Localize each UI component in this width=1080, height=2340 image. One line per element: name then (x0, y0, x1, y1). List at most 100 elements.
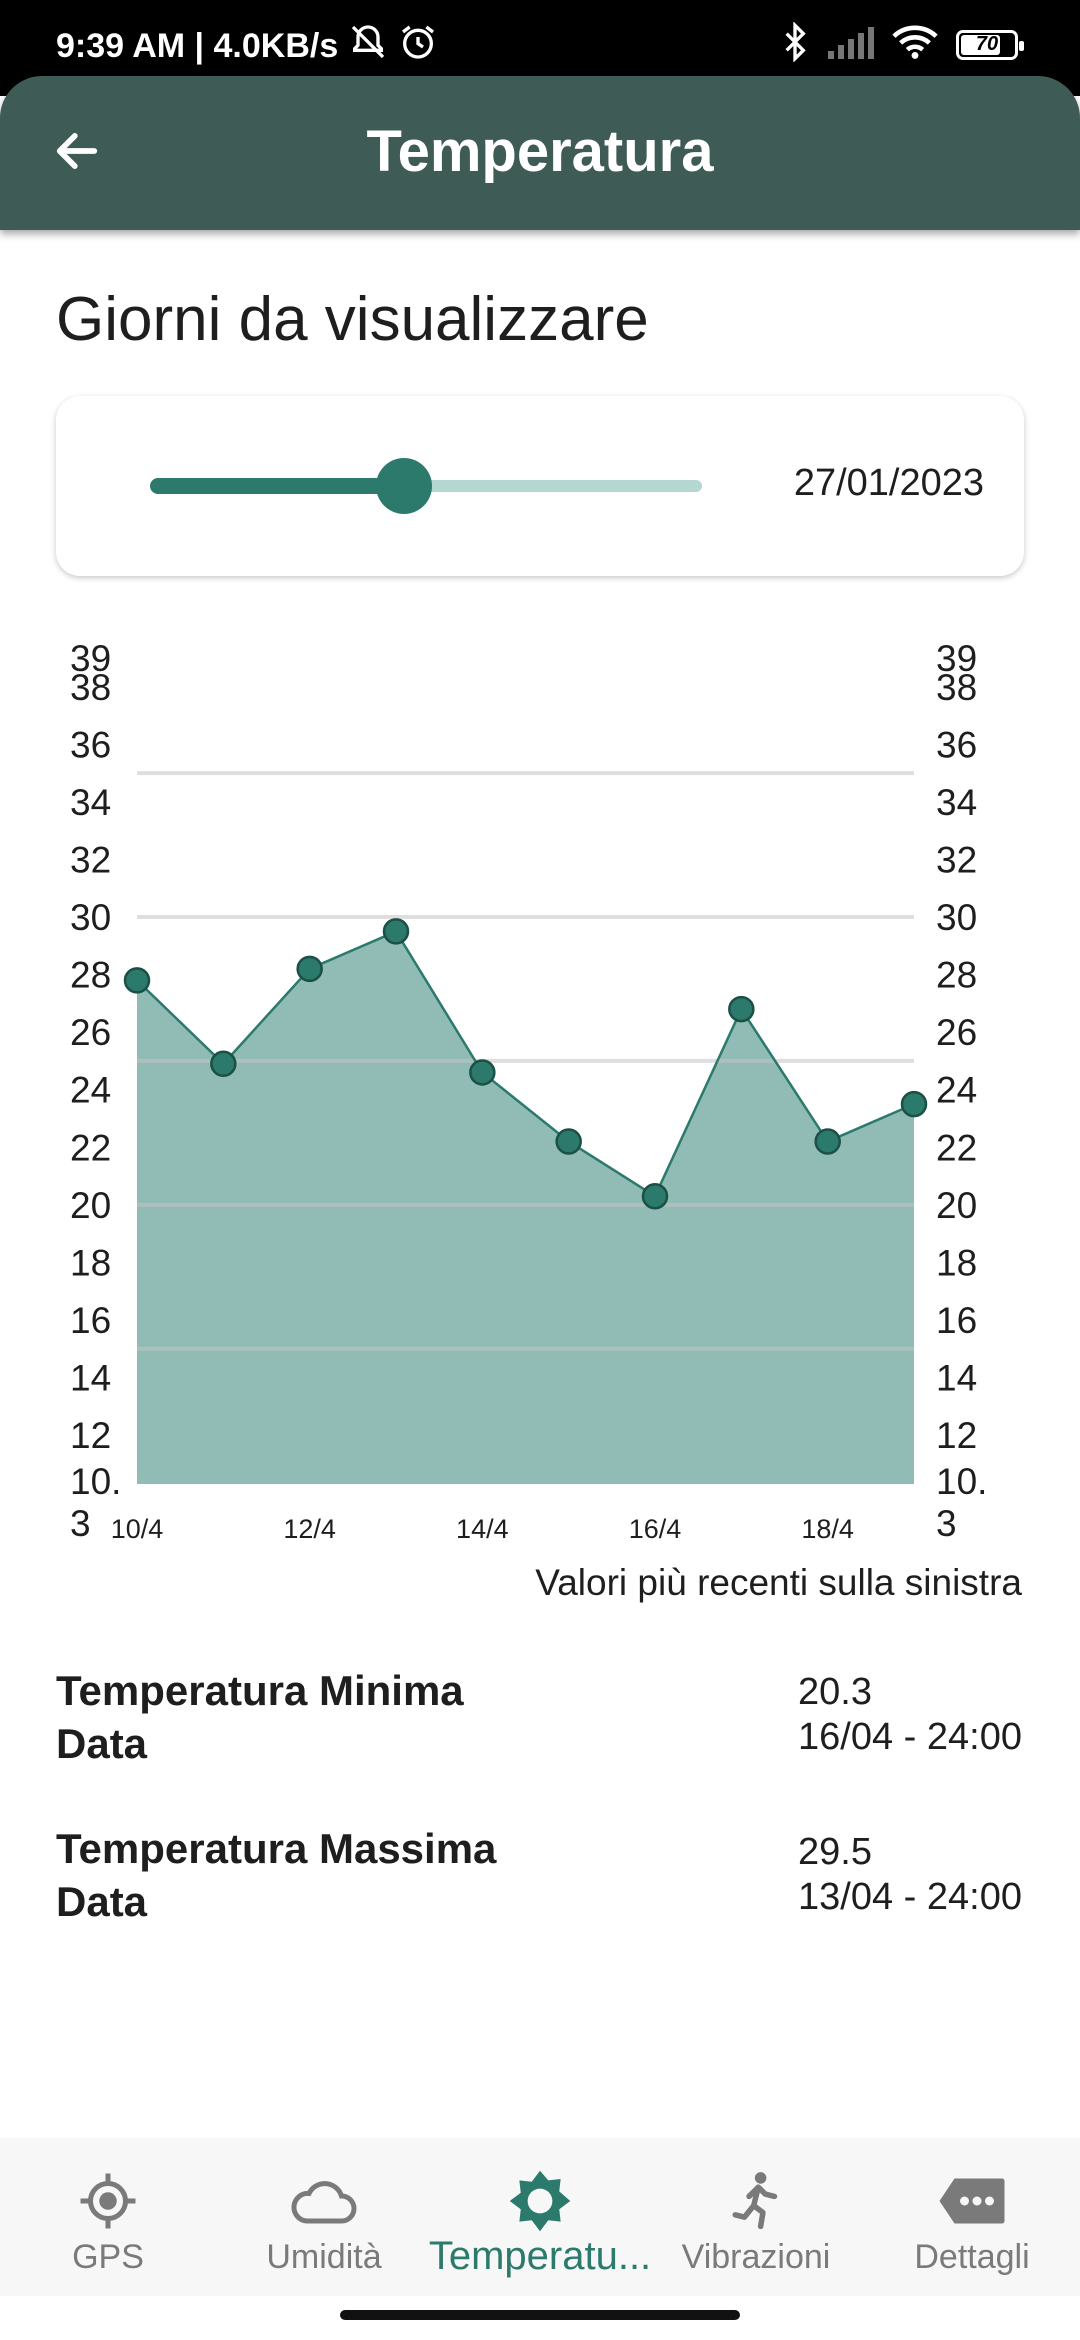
chart-data-point (210, 1050, 237, 1078)
bluetooth-icon (780, 21, 810, 67)
nav-label-gps: GPS (72, 2238, 144, 2276)
chart-y-tick-label-right: 32 (936, 839, 977, 880)
nav-label-vibrazioni: Vibrazioni (681, 2238, 831, 2276)
chart-y-tick-label-left: 24 (70, 1070, 111, 1111)
max-temp-label-block: Temperatura Massima Data (56, 1822, 496, 1928)
chart-y-tick-label-left: 39 (70, 638, 111, 679)
chart-data-point (382, 918, 410, 945)
running-person-icon (728, 2168, 784, 2234)
max-temp-value-block: 29.5 13/04 - 24:00 (798, 1830, 1022, 1920)
chart-data-point (728, 995, 755, 1023)
min-temp-date: 16/04 - 24:00 (798, 1716, 1022, 1758)
chart-y-tick-label-right: 20 (936, 1185, 977, 1226)
signal-icon (828, 25, 874, 64)
max-temp-label: Temperatura Massima (56, 1825, 497, 1872)
chart-x-tick-label: 16/4 (629, 1514, 682, 1540)
more-tag-icon (937, 2168, 1007, 2234)
home-indicator[interactable] (340, 2310, 740, 2320)
slider-date: 27/01/2023 (793, 462, 984, 504)
nav-label-umidita: Umidità (266, 2238, 382, 2276)
slider-track-active[interactable] (150, 478, 406, 494)
chart-series-line (136, 929, 915, 1199)
back-button[interactable] (40, 116, 114, 190)
gps-target-icon (78, 2168, 138, 2234)
chart-y-tick-label-right: 24 (936, 1070, 977, 1111)
chart-y-tick-label-right: 39 (936, 638, 977, 679)
section-title: Giorni da visualizzare (56, 285, 649, 354)
status-left: 9:39 AM | 4.0KB/s (56, 22, 438, 71)
cloud-icon (289, 2168, 359, 2234)
chart-y-tick-label-left: 26 (70, 1012, 111, 1053)
chart-note: Valori più recenti sulla sinistra (535, 1562, 1022, 1603)
days-slider-card: 27/01/2023 (56, 396, 1024, 576)
chart-x-tick-label: 18/4 (801, 1514, 854, 1540)
nav-label-temperatura: Temperatu... (428, 2234, 652, 2278)
chart-y-tick-label-left: 28 (70, 955, 111, 996)
chart-data-point (555, 1128, 582, 1155)
max-temp-date: 13/04 - 24:00 (798, 1876, 1022, 1918)
bottom-navigation: GPS Umidità Temperatu... Vibrazioni Dett… (0, 2138, 1080, 2296)
chart-y-tick-label-right: 36 (936, 724, 977, 765)
chart-y-tick-label-right: 34 (936, 782, 977, 823)
chart-area-fill (137, 931, 914, 1484)
min-temp-label-block: Temperatura Minima Data (56, 1664, 464, 1770)
chart-data-point (469, 1059, 496, 1086)
chart-y-tick-label-right: 12 (936, 1415, 977, 1456)
slider-track-inactive[interactable] (406, 480, 702, 492)
chart-y-tick-label-left: 38 (70, 667, 111, 708)
chart-y-tick-label-right: 28 (936, 955, 977, 996)
wifi-icon (892, 24, 938, 65)
chart-y-tick-label-right: 14 (936, 1358, 977, 1399)
chart-y-tick-label-left: 32 (70, 839, 111, 880)
chart-data-point (296, 955, 323, 983)
chart-y-tick-label-left: 18 (70, 1242, 111, 1283)
page-title: Temperatura (366, 119, 714, 184)
temperature-chart: 10/4 12/4 14/4 16/4 18/4 10. 3 12 14 16 18 20 22 24 26… (70, 638, 987, 1540)
max-temp-value: 29.5 (798, 1831, 872, 1873)
chart-y-tick-label-left: 12 (70, 1415, 111, 1456)
chart-y-tick-label-left: 30 (70, 897, 111, 938)
chart-y-tick-label-left: 10. 3 (70, 1461, 121, 1540)
slider-thumb[interactable] (376, 458, 432, 514)
chart-y-tick-label-left: 36 (70, 724, 111, 765)
chart-y-tick-label-right: 18 (936, 1242, 977, 1283)
chart-y-tick-label-right: 30 (936, 897, 977, 938)
chart-y-tick-label-left: 20 (70, 1185, 111, 1226)
chart-x-tick-label: 14/4 (456, 1514, 509, 1540)
chart-y-tick-label-left: 22 (70, 1127, 111, 1168)
max-temp-date-label: Data (56, 1878, 148, 1925)
chart-y-tick-label-right: 16 (936, 1300, 977, 1341)
arrow-back-icon (51, 125, 103, 182)
chart-y-tick-label-left: 34 (70, 782, 111, 823)
min-temp-date-label: Data (56, 1720, 148, 1767)
nav-item-gps[interactable]: GPS (0, 2138, 216, 2296)
app-bar: Temperatura (0, 76, 1080, 230)
chart-y-tick-label-right: 10. 3 (936, 1461, 987, 1540)
nav-item-temperatura[interactable]: Temperatu... (428, 2138, 652, 2296)
battery-icon: 70 (956, 29, 1024, 60)
status-right: 70 (780, 21, 1024, 67)
chart-x-tick-label: 10/4 (111, 1514, 164, 1540)
nav-item-dettagli[interactable]: Dettagli (864, 2138, 1080, 2296)
sun-icon (507, 2168, 573, 2234)
chart-data-point (123, 967, 151, 994)
min-temp-label: Temperatura Minima (56, 1667, 464, 1714)
chart-y-tick-label-right: 38 (936, 667, 977, 708)
chart-y-tick-label-left: 16 (70, 1300, 111, 1341)
min-temp-value-block: 20.3 16/04 - 24:00 (798, 1670, 1022, 1760)
chart-data-point (900, 1090, 928, 1118)
status-time-speed: 9:39 AM | 4.0KB/s (56, 27, 339, 65)
nav-item-vibrazioni[interactable]: Vibrazioni (648, 2138, 864, 2296)
nav-label-dettagli: Dettagli (914, 2238, 1030, 2276)
alarm-icon (398, 22, 438, 71)
battery-level: 70 (975, 33, 999, 55)
chart-y-tick-label-right: 26 (936, 1012, 977, 1053)
min-temp-value: 20.3 (798, 1671, 872, 1713)
bell-off-icon (348, 22, 388, 71)
nav-item-umidita[interactable]: Umidità (216, 2138, 432, 2296)
chart-y-tick-label-right: 22 (936, 1127, 977, 1168)
chart-y-tick-label-left: 14 (70, 1358, 111, 1399)
chart-data-point (641, 1182, 669, 1210)
chart-x-tick-label: 12/4 (283, 1514, 336, 1540)
chart-data-point (814, 1128, 841, 1155)
